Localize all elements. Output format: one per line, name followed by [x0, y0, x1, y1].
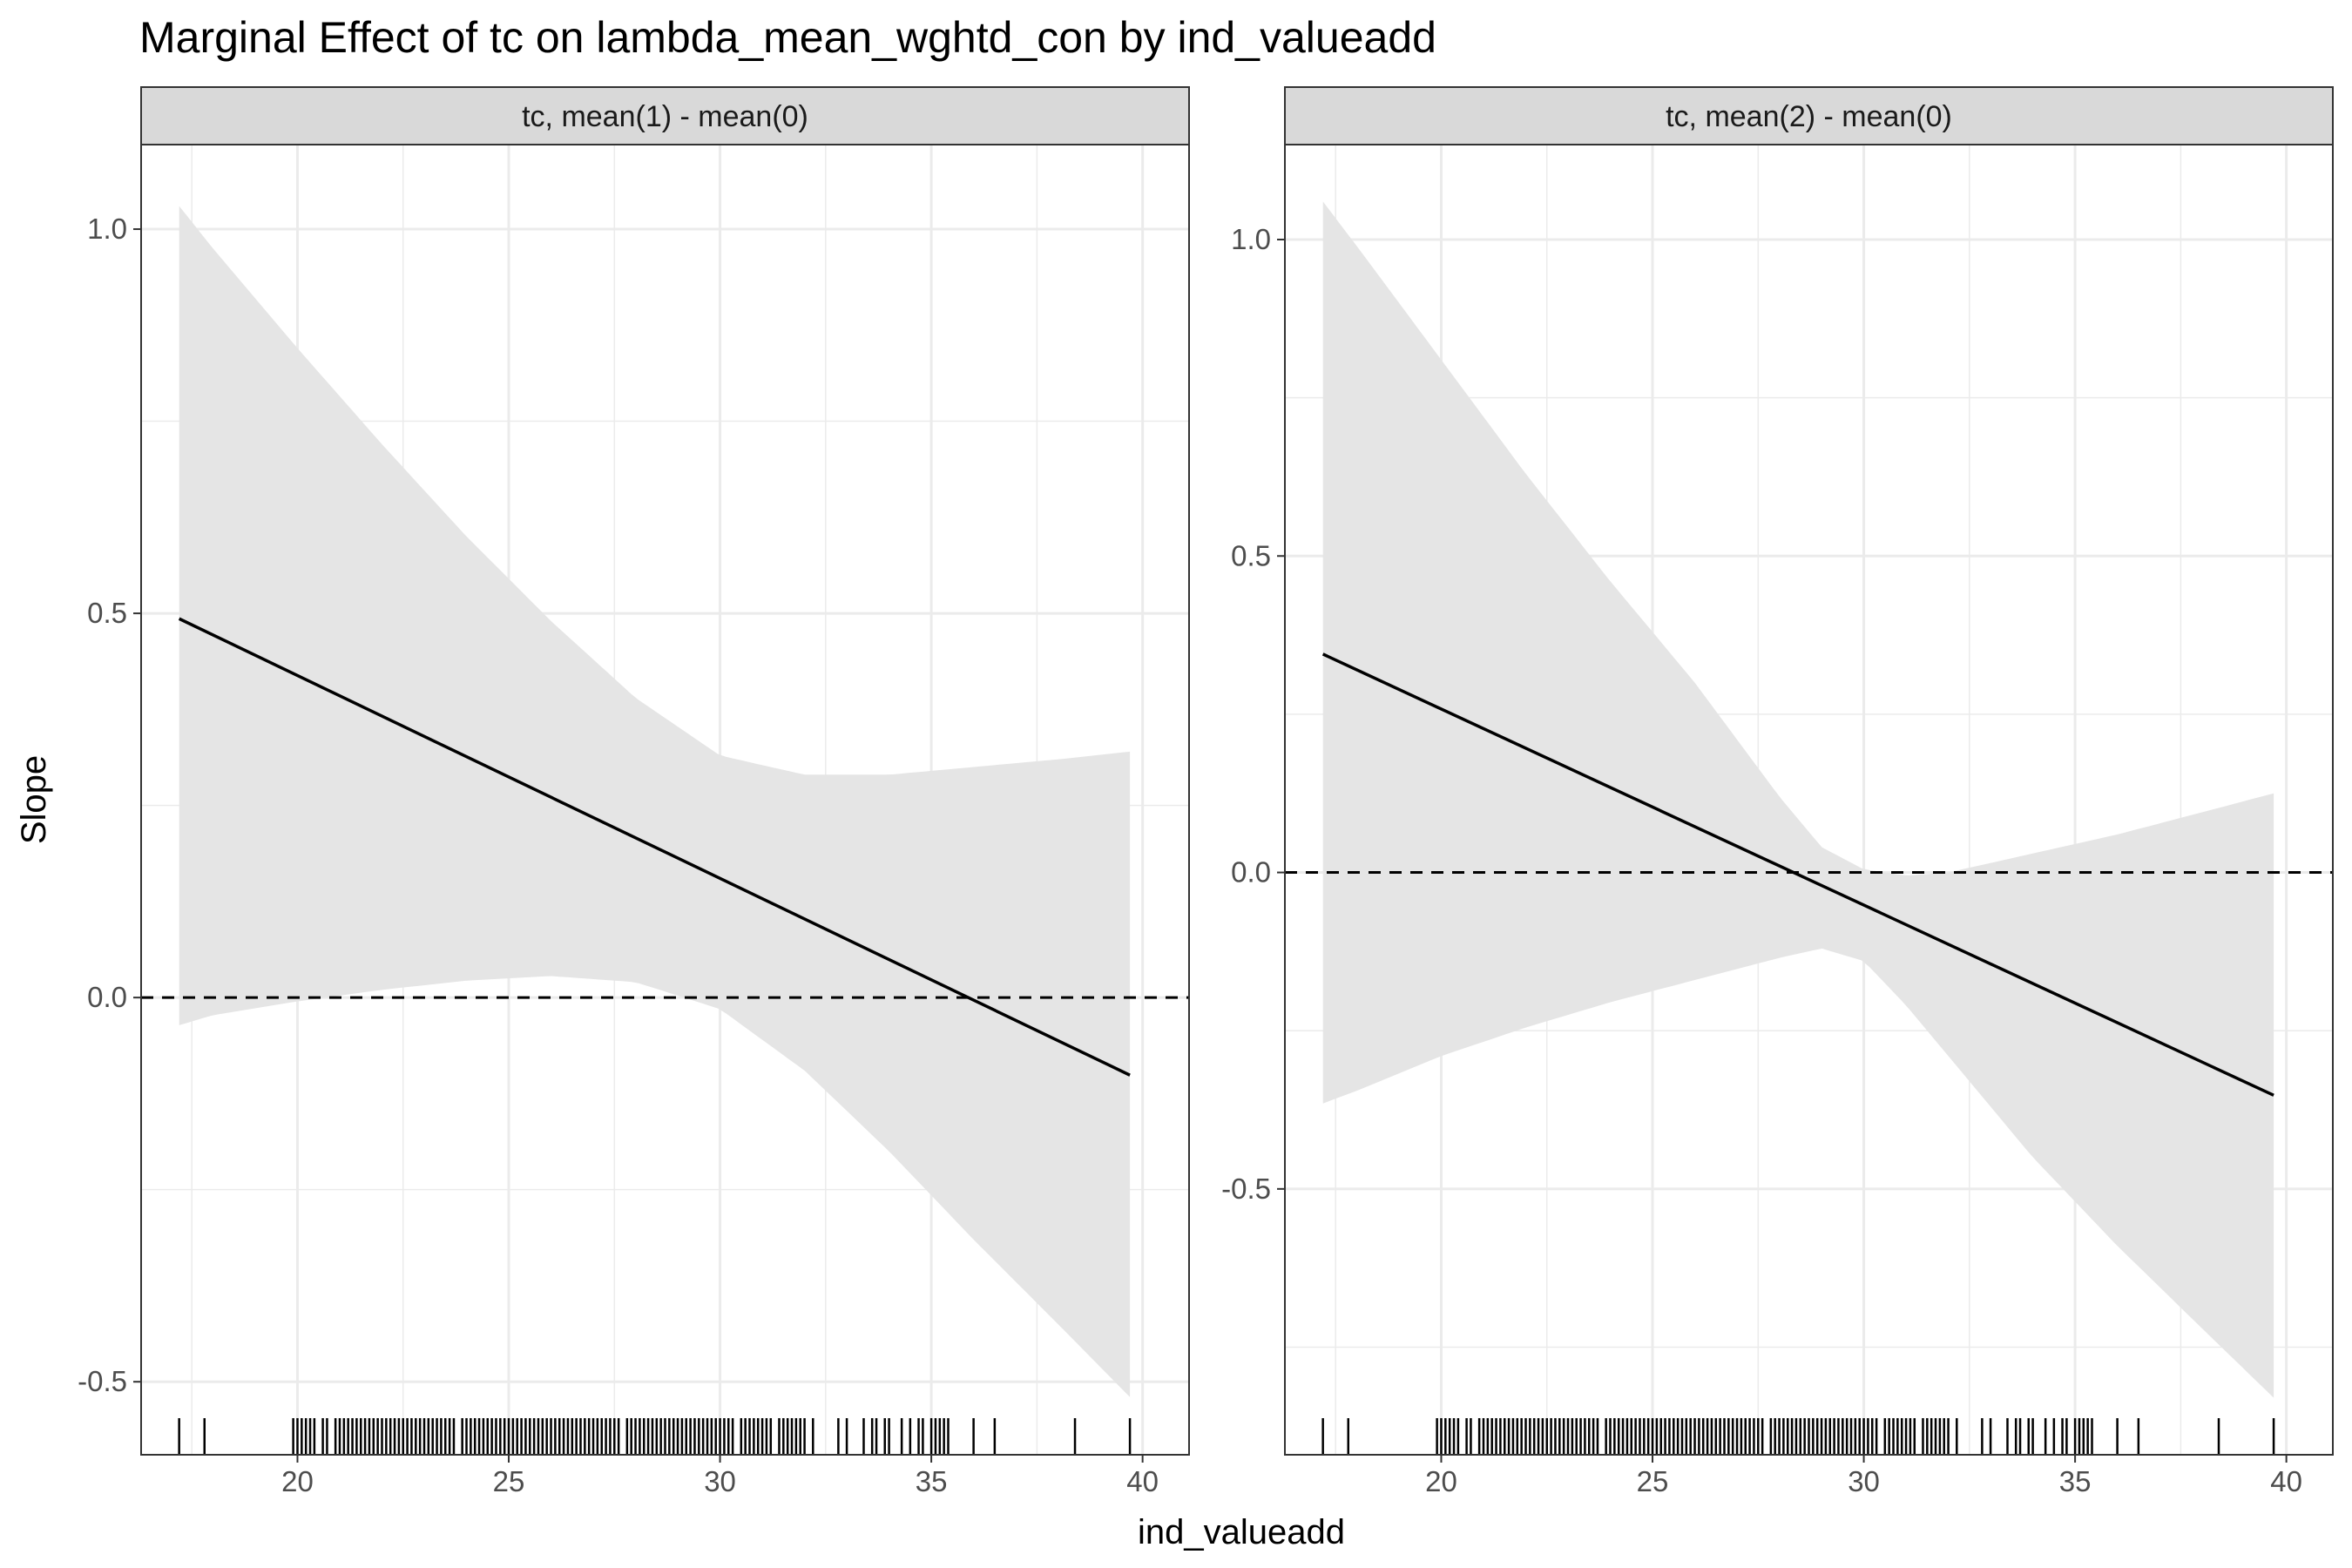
- x-tick-label: 25: [493, 1465, 525, 1497]
- panels-layer: tc, mean(1) - mean(0) 20 25 30 35 40 -0.5 0.0 0.…: [78, 86, 2334, 1497]
- x-tick-label: 40: [1126, 1465, 1159, 1497]
- facet-strip-label: tc, mean(1) - mean(0): [522, 100, 808, 133]
- confidence-ribbon: [1322, 201, 2274, 1398]
- y-tick-label: -0.5: [1221, 1173, 1271, 1205]
- panel-2: tc, mean(2) - mean(0) 20 25 30 35 40 -0.5 0.0 0.…: [1221, 86, 2334, 1497]
- x-tick-label: 20: [1425, 1465, 1457, 1497]
- x-tick-label: 30: [1848, 1465, 1880, 1497]
- y-tick-label: 1.0: [1231, 223, 1271, 255]
- y-tick-label: 0.5: [1231, 539, 1271, 571]
- y-axis-title: Slope: [15, 755, 53, 844]
- y-tick-label: 0.0: [1231, 856, 1271, 889]
- x-tick-label: 35: [916, 1465, 948, 1497]
- x-tick-label: 40: [2270, 1465, 2302, 1497]
- x-tick-label: 30: [704, 1465, 736, 1497]
- y-tick-label: -0.5: [78, 1365, 127, 1397]
- chart-title: Marginal Effect of tc on lambda_mean_wgh…: [139, 13, 1436, 62]
- x-tick-label: 20: [281, 1465, 314, 1497]
- x-tick-label: 25: [1637, 1465, 1669, 1497]
- x-tick-label: 35: [2059, 1465, 2092, 1497]
- y-tick-label: 1.0: [87, 213, 127, 245]
- facet-strip-label: tc, mean(2) - mean(0): [1666, 100, 1952, 133]
- panel-plot-area: [141, 145, 1189, 1455]
- facet-strip: [140, 86, 1190, 145]
- y-tick-label: 0.0: [87, 981, 127, 1013]
- panel-border: [140, 144, 1190, 1456]
- marginal-effect-line: [1321, 652, 2274, 1097]
- panel-border: [1284, 144, 2334, 1456]
- marginal-effect-line: [178, 617, 1131, 1077]
- panel-1: tc, mean(1) - mean(0) 20 25 30 35 40 -0.5 0.0 0.…: [78, 86, 1190, 1497]
- confidence-ribbon: [179, 206, 1131, 1397]
- y-tick-label: 0.5: [87, 597, 127, 629]
- x-axis-title: ind_valueadd: [1138, 1513, 1345, 1551]
- panel-plot-area: [1285, 145, 2333, 1455]
